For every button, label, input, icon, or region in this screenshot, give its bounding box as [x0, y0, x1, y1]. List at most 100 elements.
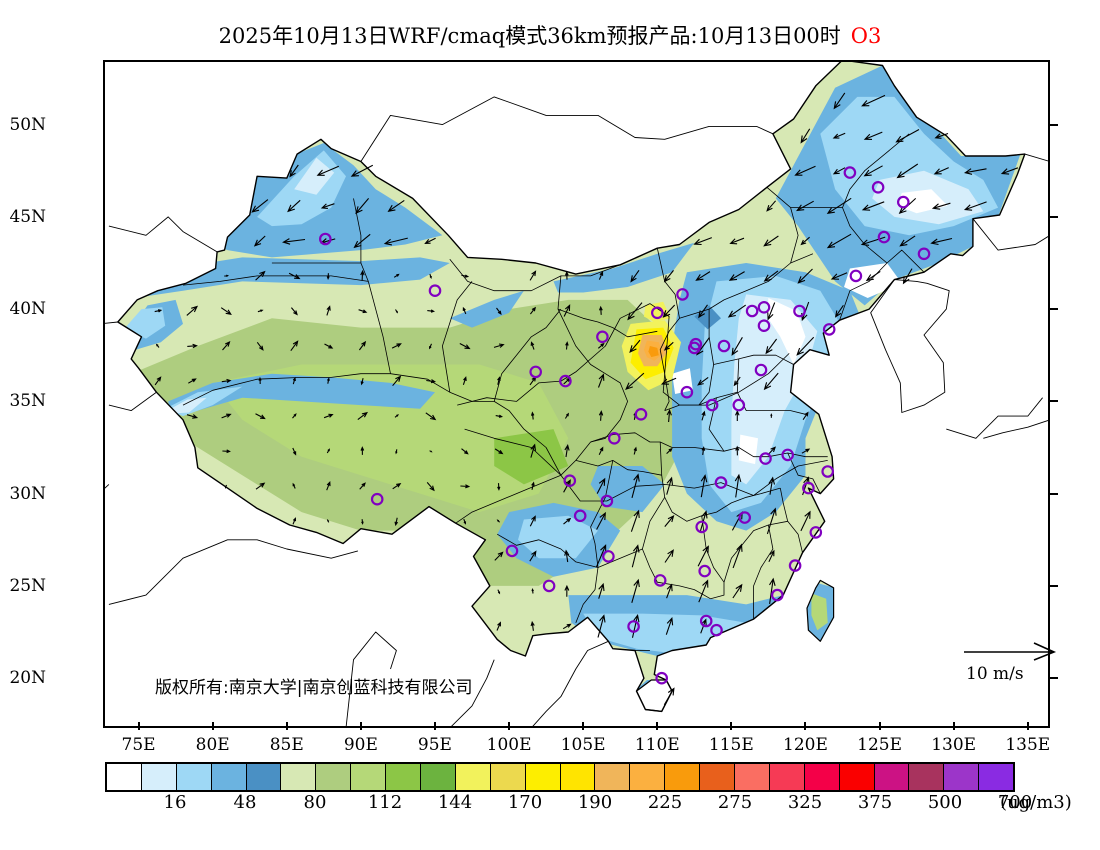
wind-arrow-57	[768, 476, 776, 495]
colorbar-segment-9	[421, 764, 456, 790]
neighbour-coastline-6	[983, 419, 1048, 439]
city-station-circle-13	[788, 559, 802, 572]
city-station-circle-26	[600, 494, 614, 508]
wind-arrow-23	[697, 545, 709, 567]
lon-tick-label-120E: 120E	[783, 735, 828, 755]
wind-arrow-145	[496, 307, 502, 315]
city-station-circle-47	[710, 623, 723, 637]
contour-orange-325-hotspot	[648, 346, 659, 358]
wind-arrow-35	[630, 509, 640, 532]
wind-arrow-187	[826, 233, 852, 249]
wind-arrow-73	[701, 446, 706, 455]
city-station-circle-46	[770, 588, 784, 602]
wind-arrow-56	[734, 473, 742, 498]
contour-blue-80-hainan	[636, 680, 673, 712]
wind-arrow-28	[361, 519, 364, 525]
wind-arrow-181	[383, 237, 408, 246]
wind-arrow-79	[255, 413, 266, 420]
wind-arrow-94	[770, 413, 773, 418]
wind-arrow-147	[563, 304, 571, 317]
map-plot-frame	[103, 60, 1050, 728]
lat-tick-mark-25N	[1050, 584, 1058, 587]
wind-arrow-202	[963, 201, 987, 211]
taiwan-outline	[806, 579, 835, 642]
wind-arrow-82	[357, 411, 368, 421]
wind-arrow-149	[627, 302, 643, 321]
wind-arrow-8	[497, 589, 501, 595]
wind-arrow-214	[832, 132, 846, 139]
lon-tick-mark-100E	[508, 722, 511, 730]
wind-arrow-101	[326, 377, 330, 384]
city-station-circle-11	[877, 230, 891, 244]
wind-arrow-72	[666, 447, 673, 455]
province-boundary-34	[557, 308, 658, 338]
province-boundary-8	[708, 397, 828, 458]
wind-arrow-140	[326, 305, 331, 316]
province-boundary-28	[753, 524, 774, 620]
wind-scale-key: 10 m/s	[960, 640, 1080, 690]
wind-arrow-139	[290, 307, 298, 316]
wind-arrow-212	[1000, 167, 1019, 175]
colorbar-segment-6	[316, 764, 352, 790]
city-station-circle-1	[559, 374, 572, 388]
wind-arrow-53	[631, 473, 640, 499]
wind-arrow-0	[663, 687, 675, 706]
colorbar-segment-8	[386, 764, 422, 790]
colorbar-tick-500: 500	[927, 792, 963, 813]
lon-tick-label-130E: 130E	[931, 735, 977, 755]
wind-arrow-150	[662, 304, 676, 318]
city-station-circle-36	[680, 385, 694, 399]
lat-tick-mark-20N	[1050, 677, 1058, 680]
wind-arrow-66	[461, 448, 469, 455]
neighbour-coastline-3	[1024, 153, 1048, 162]
wind-arrow-119	[290, 340, 299, 352]
lon-tick-label-135E: 135E	[1005, 735, 1051, 755]
wind-arrow-4	[597, 614, 606, 638]
province-boundary-16	[182, 373, 562, 476]
wind-arrow-173	[797, 268, 813, 284]
wind-arrow-113	[733, 376, 741, 387]
wind-arrow-129	[629, 339, 641, 354]
wind-arrow-81	[323, 413, 334, 419]
province-boundary-5	[713, 354, 794, 365]
colorbar-segment-4	[246, 764, 282, 790]
neighbour-coastline-5	[946, 397, 1043, 439]
wind-arrow-icon	[964, 642, 1057, 661]
city-station-circle-3	[596, 330, 609, 344]
wind-arrow-198	[826, 197, 852, 215]
wind-arrow-112	[697, 376, 709, 386]
lat-tick-mark-50N	[1050, 123, 1058, 126]
lon-tick-label-95E: 95E	[417, 735, 452, 755]
colorbar-tick-375: 375	[857, 792, 893, 813]
province-boundary-29	[787, 452, 821, 494]
lat-tick-label-20N: 20N	[9, 668, 46, 689]
city-station-circle-20	[705, 398, 719, 412]
wind-arrow-17	[494, 551, 504, 561]
wind-arrow-209	[896, 163, 919, 179]
wind-arrow-138	[257, 309, 264, 313]
colorbar-segment-0	[107, 764, 142, 790]
wind-arrow-127	[565, 341, 569, 350]
city-station-circle-29	[542, 579, 556, 593]
contour-blue-48-southchina	[583, 613, 776, 653]
wind-arrow-215	[863, 131, 883, 140]
wind-arrow-176	[902, 268, 913, 285]
wind-arrow-197	[796, 200, 814, 212]
wind-arrow-98	[221, 378, 232, 383]
city-station-circle-41	[698, 564, 711, 578]
wind-arrow-174	[830, 272, 848, 280]
lon-tick-label-125E: 125E	[857, 735, 902, 755]
wind-arrow-95	[802, 411, 809, 421]
colorbar-segment-21	[839, 764, 875, 790]
wind-arrow-165	[529, 270, 537, 281]
colorbar-tick-190: 190	[577, 792, 613, 813]
colorbar-tick-275: 275	[717, 792, 753, 813]
neighbour-coastline-11	[108, 391, 157, 412]
wind-arrow-88	[564, 412, 569, 419]
wind-arrow-185	[763, 235, 779, 247]
province-boundary-2	[656, 248, 680, 411]
wind-arrow-83	[394, 414, 399, 418]
colorbar-tick-112: 112	[367, 792, 403, 813]
city-station-circle-35	[732, 398, 746, 412]
wind-arrow-153	[767, 302, 776, 321]
